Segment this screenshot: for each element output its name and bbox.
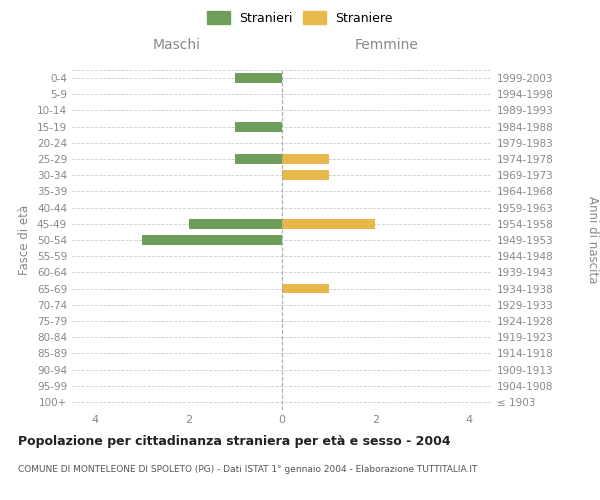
Y-axis label: Anni di nascita: Anni di nascita (586, 196, 599, 284)
Bar (235, 154, 282, 164)
Bar (235, 73, 282, 83)
Text: Femmine: Femmine (355, 38, 419, 52)
Text: Maschi: Maschi (153, 38, 201, 52)
Bar (142, 235, 282, 245)
Bar (235, 122, 282, 132)
Bar (282, 219, 376, 228)
Y-axis label: Fasce di età: Fasce di età (19, 205, 31, 275)
Legend: Stranieri, Straniere: Stranieri, Straniere (205, 8, 395, 28)
Bar (282, 284, 329, 294)
Text: COMUNE DI MONTELEONE DI SPOLETO (PG) - Dati ISTAT 1° gennaio 2004 - Elaborazione: COMUNE DI MONTELEONE DI SPOLETO (PG) - D… (18, 465, 478, 474)
Bar (282, 170, 329, 180)
Bar (188, 219, 282, 228)
Bar (282, 154, 329, 164)
Text: Popolazione per cittadinanza straniera per età e sesso - 2004: Popolazione per cittadinanza straniera p… (18, 435, 451, 448)
